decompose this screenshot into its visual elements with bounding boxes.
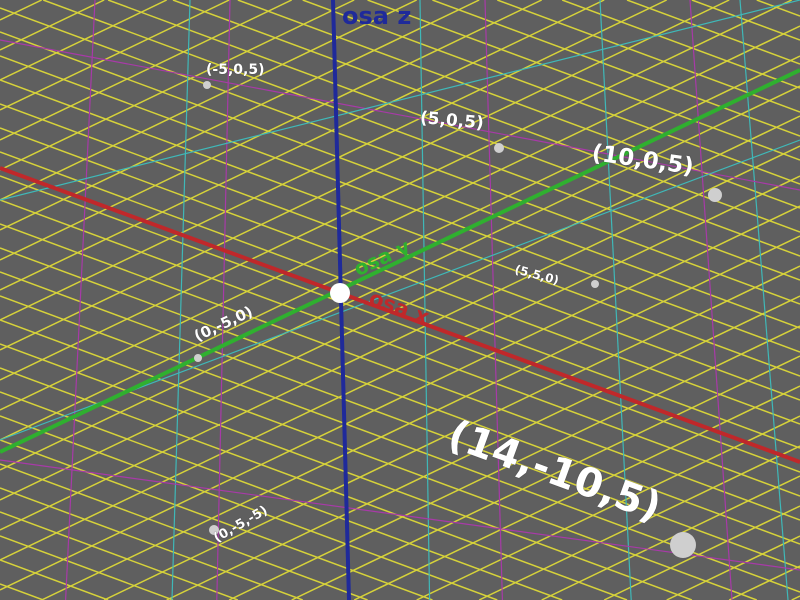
- grid-line: [791, 595, 800, 600]
- grid-line: [0, 535, 174, 600]
- grid-line: [603, 505, 800, 600]
- grid-line: [728, 565, 800, 600]
- grid-line: [0, 319, 758, 600]
- grid-line: [561, 0, 800, 89]
- grid-line: [0, 205, 800, 591]
- grid-line: [0, 39, 800, 191]
- grid-line: [478, 445, 800, 600]
- point-marker[interactable]: [203, 81, 211, 89]
- grid-line: [0, 25, 800, 411]
- grid-line: [626, 0, 800, 65]
- grid-line: [0, 559, 109, 600]
- grid-line: [0, 0, 417, 201]
- grid-line: [103, 265, 800, 600]
- grid-line: [0, 85, 800, 471]
- point-marker[interactable]: [708, 188, 722, 202]
- grid-line: [739, 0, 789, 600]
- grid-line: [0, 0, 800, 201]
- grid-line: [0, 0, 730, 351]
- grid-line: [0, 223, 800, 521]
- origin-point[interactable]: [330, 283, 350, 303]
- grid-line: [484, 0, 503, 600]
- grid-line: [0, 79, 800, 377]
- grid-line: [41, 235, 800, 600]
- z-axis-label: osa z: [342, 2, 412, 30]
- grid-line: [107, 0, 800, 257]
- grid-line: [0, 0, 105, 51]
- point-marker[interactable]: [494, 143, 504, 153]
- y-axis: [0, 68, 800, 454]
- point-marker[interactable]: [194, 354, 202, 362]
- grid-line: [599, 0, 632, 600]
- grid-line: [0, 55, 800, 441]
- grid-line: [216, 0, 231, 600]
- grid-line: [237, 0, 800, 209]
- point-marker[interactable]: [209, 525, 219, 535]
- grid-line: [0, 0, 355, 171]
- grid-line: [0, 0, 42, 21]
- grid-line: [416, 415, 800, 600]
- grid-line: [0, 0, 667, 321]
- grid-line: [0, 0, 167, 81]
- grid-line: [0, 115, 800, 501]
- grid-line: [689, 0, 733, 600]
- grid-line: [0, 459, 800, 571]
- grid-line: [0, 415, 498, 600]
- grid-line: [0, 0, 792, 381]
- grid-line: [0, 31, 800, 329]
- grid-line: [0, 145, 800, 531]
- grid-line: [0, 127, 800, 425]
- grid-line: [0, 175, 800, 561]
- grid-line: [42, 0, 800, 281]
- grid-line: [0, 367, 628, 600]
- grid-line: [0, 487, 303, 600]
- grid-line: [166, 295, 800, 600]
- grid-line: [0, 0, 292, 141]
- grid-line: [0, 271, 800, 569]
- point-marker[interactable]: [591, 280, 599, 288]
- grid-line: [0, 0, 230, 111]
- grid-line: [0, 247, 800, 545]
- grid-line: [497, 0, 800, 113]
- grid-line: [0, 0, 605, 291]
- grid-line: [0, 511, 239, 600]
- grid-line: [0, 103, 800, 401]
- grid-line: [0, 199, 800, 497]
- grid-line: [541, 475, 800, 600]
- point-marker[interactable]: [670, 532, 696, 558]
- grid-line: [0, 151, 800, 449]
- point-label: (-5,0,5): [206, 62, 265, 78]
- grid-line: [0, 7, 800, 305]
- grid-line: [302, 0, 800, 185]
- grid-line: [65, 0, 96, 600]
- grid-line: [171, 0, 191, 600]
- grid-line: [691, 0, 800, 41]
- grid-line: [0, 0, 542, 261]
- grid-line: [756, 0, 800, 17]
- x-axis: [0, 166, 800, 464]
- grid-line: [367, 0, 800, 161]
- grid-line: [419, 0, 431, 600]
- grid-line: [228, 325, 800, 600]
- grid-line: [0, 0, 480, 231]
- grid-line: [666, 535, 800, 600]
- grid-line: [291, 355, 800, 600]
- grid-line: [0, 391, 563, 600]
